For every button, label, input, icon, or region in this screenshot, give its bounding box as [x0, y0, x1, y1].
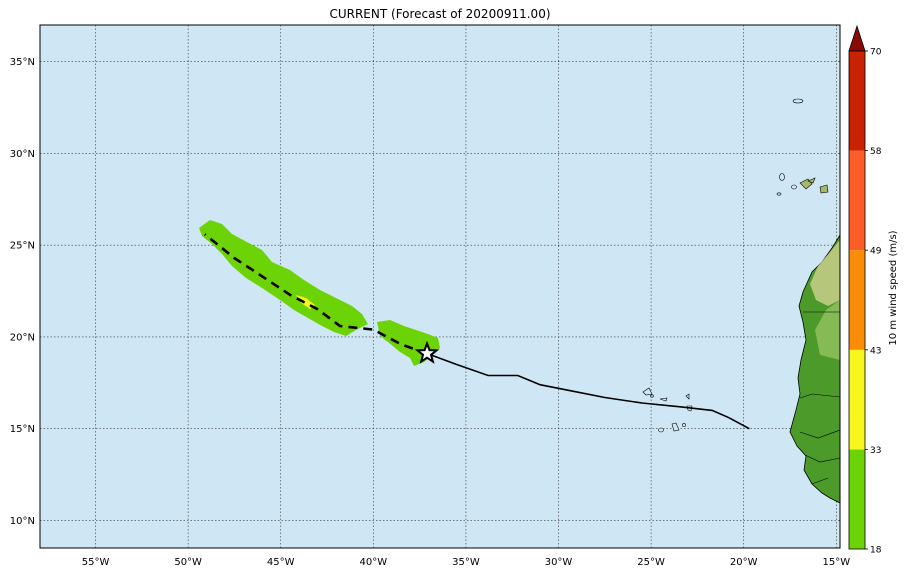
lat-tick-label: 35°N	[10, 57, 35, 68]
colorbar: 18 33 43 49 58 70 10 m wind speed (m/s)	[848, 24, 899, 556]
colorbar-band	[849, 250, 865, 350]
map-title: CURRENT (Forecast of 20200911.00)	[329, 7, 551, 21]
colorbar-tick-label: 49	[870, 247, 882, 257]
cape-verde-islands	[642, 387, 693, 433]
forecast-track	[203, 233, 428, 355]
colorbar-tick-label: 43	[870, 346, 881, 356]
lon-tick-label: 35°W	[452, 557, 480, 568]
lat-tick-label: 30°N	[10, 149, 35, 160]
lon-tick-label: 50°W	[174, 557, 202, 568]
lon-tick-label: 45°W	[267, 557, 295, 568]
past-track	[426, 352, 750, 430]
lat-tick-label: 15°N	[10, 424, 35, 435]
lon-tick-label: 25°W	[637, 557, 665, 568]
colorbar-label: 10 m wind speed (m/s)	[888, 230, 899, 345]
map-frame	[39, 24, 841, 549]
storm-position-star-icon	[414, 340, 440, 364]
lat-tick-label: 25°N	[10, 241, 35, 252]
lat-tick-label: 20°N	[10, 332, 35, 343]
colorbar-band	[849, 349, 865, 450]
lon-tick-label: 30°W	[545, 557, 573, 568]
lon-tick-label: 55°W	[82, 557, 110, 568]
colorbar-extend-arrow	[848, 24, 866, 52]
lon-tick-label: 15°W	[822, 557, 850, 568]
lat-tick-label: 10°N	[10, 516, 35, 527]
desert-tint	[810, 240, 840, 306]
sahel-tint	[815, 300, 840, 360]
ocean-background	[40, 25, 840, 548]
colorbar-tick-label: 18	[870, 546, 882, 556]
border-lines	[799, 311, 840, 485]
canary-islands	[776, 98, 829, 196]
lon-tick-label: 40°W	[360, 557, 388, 568]
axis-ticks: 35°N 30°N 25°N 20°N 15°N 10°N 55°W 50°W 45°W 40°W…	[10, 57, 850, 568]
colorbar-tick-label: 58	[870, 147, 882, 157]
colorbar-band	[849, 51, 865, 151]
colorbar-tick-label: 33	[870, 446, 881, 456]
colorbar-band	[849, 150, 865, 251]
wind-swath-northwest	[199, 220, 368, 336]
colorbar-frame	[848, 50, 866, 550]
colorbar-band	[849, 449, 865, 549]
graticule	[40, 25, 840, 548]
colorbar-tick-label: 70	[870, 48, 882, 58]
lon-tick-label: 20°W	[730, 557, 758, 568]
